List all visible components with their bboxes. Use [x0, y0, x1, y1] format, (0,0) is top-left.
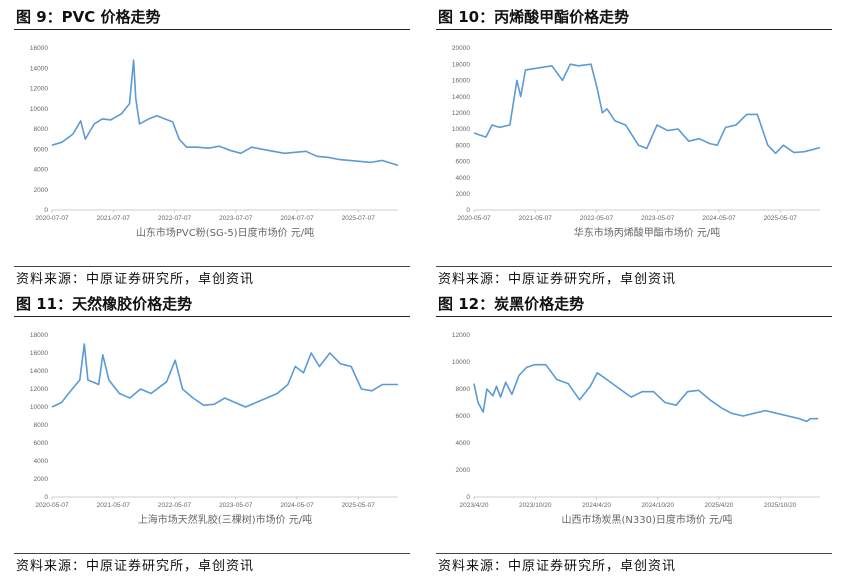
title-rule [14, 316, 410, 317]
x-tick-label: 2024-05-07 [280, 502, 314, 509]
source-rule [436, 266, 832, 267]
y-tick-label: 10000 [452, 359, 470, 366]
y-tick-label: 2000 [456, 467, 471, 474]
y-tick-label: 6000 [456, 413, 471, 420]
line-chart-carbon-black: 0 2000 4000 6000 8000 10000 12000 2023/4/20 2023… [452, 332, 820, 526]
y-tick-label: 4000 [34, 167, 49, 174]
y-tick-label: 8000 [456, 142, 471, 149]
y-tick-label: 16000 [30, 350, 48, 357]
series-line [51, 59, 399, 167]
x-tick-label: 2021-07-07 [97, 215, 131, 222]
x-tick-label: 2024-05-07 [702, 215, 736, 222]
x-tick-label: 2021-05-07 [97, 502, 131, 509]
chart-title: 图 10：丙烯酸甲酯价格走势 [438, 8, 630, 26]
y-tick-label: 10000 [452, 126, 470, 133]
chart-panel-methyl-acrylate: 图 10：丙烯酸甲酯价格走势 0 2000 4000 6000 8000 10000 120… [436, 2, 832, 287]
source-note: 资料来源：中原证券研究所，卓创资讯 [438, 272, 677, 287]
x-tick-label: 2023-07-07 [219, 215, 253, 222]
source-rule [14, 553, 410, 554]
y-tick-label: 2000 [456, 191, 471, 198]
line-chart-pvc: 0 2000 4000 6000 8000 10000 12000 14000 16000 202… [30, 45, 399, 239]
x-tick-label: 2023-05-07 [219, 502, 253, 509]
y-tick-label: 10000 [30, 106, 48, 113]
y-tick-label: 20000 [452, 45, 470, 52]
line-chart-methyl-acrylate: 0 2000 4000 6000 8000 10000 12000 14000 16000 180… [452, 45, 821, 239]
y-tick-label: 0 [44, 494, 48, 501]
y-tick-label: 18000 [452, 61, 470, 68]
y-tick-label: 12000 [30, 86, 48, 93]
x-tick-label: 2025-07-07 [342, 215, 376, 222]
x-tick-label: 2021-05-07 [519, 215, 553, 222]
chart-panel-pvc: 图 9：PVC 价格走势 0 2000 4000 6000 8000 10000 12000… [14, 2, 410, 287]
title-rule [14, 29, 410, 30]
y-tick-label: 0 [44, 207, 48, 214]
y-tick-label: 0 [466, 494, 470, 501]
y-tick-label: 0 [466, 207, 470, 214]
chart-area: 0 2000 4000 6000 8000 10000 12000 14000 16000 202… [14, 32, 410, 264]
series-line [473, 363, 819, 423]
y-tick-label: 4000 [456, 440, 471, 447]
x-tick-label: 2022-05-07 [580, 215, 614, 222]
y-tick-label: 14000 [30, 368, 48, 375]
y-tick-label: 16000 [452, 78, 470, 85]
x-tick-label: 2020-05-07 [35, 502, 69, 509]
chart-title: 图 12：炭黑价格走势 [438, 295, 585, 313]
x-tick-label: 2023/10/20 [519, 502, 552, 509]
series-label: 山东市场PVC粉(SG-5)日度市场价 元/吨 [136, 226, 314, 239]
x-tick-label: 2022-07-07 [158, 215, 192, 222]
series-line [473, 63, 821, 155]
y-tick-label: 2000 [34, 187, 49, 194]
line-chart-natural-rubber: 0 2000 4000 6000 8000 10000 12000 14000 16000 180… [30, 332, 398, 526]
x-tick-label: 2024/10/20 [641, 502, 674, 509]
source-rule [436, 553, 832, 554]
y-tick-label: 2000 [34, 476, 49, 483]
series-label: 山西市场炭黑(N330)日度市场价 元/吨 [562, 513, 733, 526]
x-tick-label: 2023/4/20 [460, 502, 489, 509]
x-tick-label: 2025/10/20 [764, 502, 797, 509]
x-tick-label: 2025/4/20 [704, 502, 733, 509]
chart-area: 0 2000 4000 6000 8000 10000 12000 14000 16000 180… [436, 32, 832, 264]
chart-panel-natural-rubber: 图 11：天然橡胶价格走势 0 2000 4000 6000 8000 10000 1200… [14, 289, 410, 574]
x-tick-label: 2024-07-07 [280, 215, 314, 222]
chart-area: 0 2000 4000 6000 8000 10000 12000 2023/4/20 2023… [436, 319, 832, 551]
y-tick-label: 6000 [456, 159, 471, 166]
x-tick-label: 2020-07-07 [35, 215, 69, 222]
y-tick-label: 14000 [452, 94, 470, 101]
y-tick-label: 8000 [34, 422, 49, 429]
y-tick-label: 12000 [30, 386, 48, 393]
source-note: 资料来源：中原证券研究所，卓创资讯 [16, 272, 255, 287]
y-tick-label: 6000 [34, 440, 49, 447]
source-note: 资料来源：中原证券研究所，卓创资讯 [16, 559, 255, 574]
title-rule [436, 29, 832, 30]
x-tick-label: 2025-05-07 [342, 502, 376, 509]
x-tick-label: 2020-05-07 [457, 215, 491, 222]
x-tick-label: 2022-05-07 [158, 502, 192, 509]
series-label: 上海市场天然乳胶(三棵树)市场价 元/吨 [138, 513, 312, 526]
chart-panel-carbon-black: 图 12：炭黑价格走势 0 2000 4000 6000 8000 10000 12000 2… [436, 289, 832, 574]
y-tick-label: 8000 [34, 126, 49, 133]
y-tick-label: 18000 [30, 332, 48, 339]
series-line [51, 343, 398, 408]
y-tick-label: 10000 [30, 404, 48, 411]
y-tick-label: 16000 [30, 45, 48, 52]
x-tick-label: 2023-05-07 [641, 215, 675, 222]
y-tick-label: 12000 [452, 332, 470, 339]
y-tick-label: 4000 [34, 458, 49, 465]
title-rule [436, 316, 832, 317]
y-tick-label: 4000 [456, 175, 471, 182]
series-label: 华东市场丙烯酸甲酯市场价 元/吨 [574, 226, 721, 239]
chart-title: 图 11：天然橡胶价格走势 [16, 295, 193, 313]
y-tick-label: 12000 [452, 110, 470, 117]
y-tick-label: 8000 [456, 386, 471, 393]
y-tick-label: 14000 [30, 65, 48, 72]
chart-title: 图 9：PVC 价格走势 [16, 8, 161, 26]
y-tick-label: 6000 [34, 146, 49, 153]
x-tick-label: 2025-05-07 [764, 215, 798, 222]
source-rule [14, 266, 410, 267]
x-tick-label: 2024/4/20 [582, 502, 611, 509]
source-note: 资料来源：中原证券研究所，卓创资讯 [438, 559, 677, 574]
chart-area: 0 2000 4000 6000 8000 10000 12000 14000 16000 180… [14, 319, 410, 551]
